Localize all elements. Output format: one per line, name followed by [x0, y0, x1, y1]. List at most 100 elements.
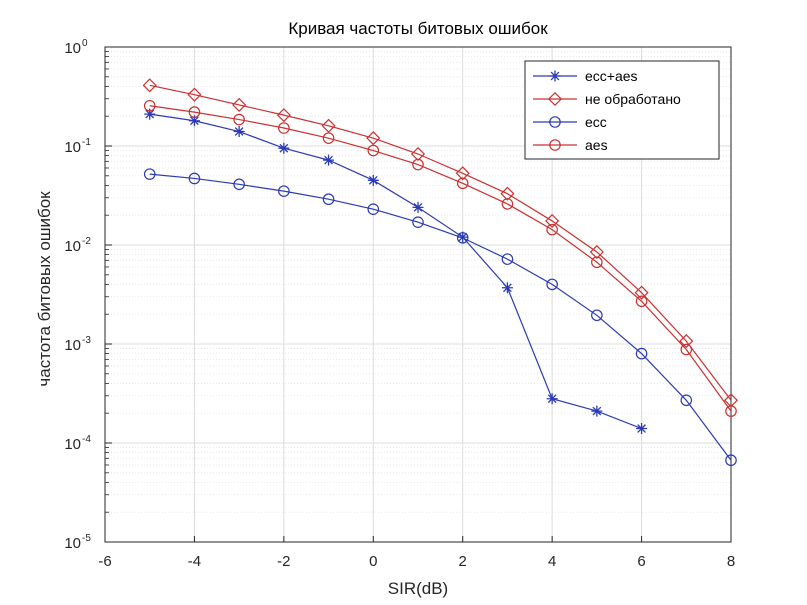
- data-point-circle: [278, 122, 290, 134]
- series-line: [149, 84, 732, 401]
- data-point-circle: [188, 172, 201, 185]
- data-point-circle: [367, 203, 380, 215]
- data-point-diamond: [142, 78, 157, 93]
- y-tick-exponent: -4: [82, 434, 91, 445]
- series-0: [144, 108, 648, 435]
- y-axis-title: частота битовых ошибок: [35, 191, 54, 387]
- data-point-circle: [501, 198, 514, 210]
- data-point-star: [144, 108, 156, 120]
- legend-label: ecc+aes: [585, 68, 638, 84]
- x-axis-title: SIR(dB): [388, 579, 448, 598]
- legend-label: aes: [585, 137, 608, 153]
- legend-label: не обработано: [585, 91, 681, 107]
- plot-frame: [104, 46, 732, 543]
- y-tick-label: 10: [64, 436, 81, 453]
- data-point-circle: [725, 405, 737, 417]
- data-point-circle: [278, 185, 290, 197]
- data-point-circle: [501, 253, 514, 265]
- data-point-diamond: [679, 334, 694, 349]
- minor-grid: [105, 51, 731, 513]
- x-tick-label: 0: [369, 553, 377, 570]
- x-tick-label: 4: [548, 553, 556, 570]
- data-point-circle: [591, 309, 603, 322]
- legend: ecc+aes не обработано ecc aes: [524, 60, 720, 160]
- data-point-circle: [143, 168, 156, 180]
- y-tick-exponent: -5: [82, 533, 91, 544]
- legend-marker-circle: [549, 116, 561, 128]
- data-point-diamond: [500, 186, 515, 201]
- series-line: [149, 105, 732, 412]
- data-point-circle: [725, 454, 737, 467]
- data-point-circle: [233, 178, 245, 191]
- data-point-circle: [322, 193, 335, 206]
- data-point-star: [278, 142, 290, 154]
- y-tick-exponent: -2: [82, 236, 91, 247]
- x-tick-label: 2: [459, 553, 467, 570]
- data-point-star: [457, 231, 469, 243]
- data-point-circle: [188, 106, 201, 118]
- series-layer: [142, 78, 739, 467]
- y-tick-label: 10: [64, 238, 81, 255]
- data-point-circle: [680, 343, 693, 356]
- series-3: [143, 99, 737, 417]
- legend-marker-star: [549, 70, 561, 82]
- x-tick-label: -4: [188, 553, 201, 570]
- y-tick-exponent: -1: [82, 137, 91, 148]
- data-point-diamond: [276, 108, 291, 123]
- data-point-star: [233, 126, 245, 138]
- data-point-circle: [591, 256, 603, 269]
- y-tick-label: 10: [64, 139, 81, 156]
- data-point-diamond: [321, 118, 336, 133]
- x-tick-label: -2: [277, 553, 290, 570]
- y-tick-label: 10: [64, 40, 81, 57]
- data-point-star: [591, 405, 603, 417]
- data-point-circle: [456, 177, 469, 190]
- y-tick-label: 10: [64, 535, 81, 552]
- data-point-star: [636, 423, 648, 435]
- series-line: [149, 113, 642, 430]
- legend-label: ecc: [585, 114, 607, 130]
- data-point-circle: [456, 232, 469, 244]
- data-point-circle: [322, 132, 335, 144]
- x-tick-label: 6: [637, 553, 645, 570]
- data-point-circle: [680, 394, 693, 407]
- data-point-star: [546, 393, 558, 405]
- data-point-star: [188, 115, 200, 127]
- data-point-diamond: [410, 146, 426, 162]
- data-point-diamond: [634, 285, 649, 300]
- legend-marker-circle: [549, 139, 561, 151]
- x-tick-label: 8: [727, 553, 735, 570]
- data-point-circle: [367, 144, 380, 157]
- data-point-circle: [635, 295, 648, 308]
- x-axis: -6 -4 -2 0 2 4 6 8: [98, 536, 735, 570]
- data-point-circle: [412, 158, 424, 171]
- x-tick-label: -6: [98, 553, 111, 570]
- y-tick-label: 10: [64, 337, 81, 354]
- data-point-star: [323, 154, 335, 166]
- data-point-diamond: [589, 244, 604, 260]
- data-point-star: [367, 174, 379, 186]
- legend-box: [524, 60, 720, 160]
- chart-title: Кривая частоты битовых ошибок: [288, 19, 548, 38]
- data-point-circle: [546, 278, 558, 291]
- data-point-circle: [412, 216, 424, 228]
- y-tick-exponent: 0: [82, 38, 88, 49]
- data-point-star: [412, 201, 424, 213]
- data-point-diamond: [232, 97, 247, 112]
- legend-marker-diamond: [547, 91, 563, 107]
- data-point-diamond: [545, 213, 560, 228]
- data-point-diamond: [455, 166, 470, 181]
- series-line: [149, 173, 732, 461]
- series-2: [143, 168, 737, 467]
- data-point-diamond: [366, 131, 381, 146]
- data-point-diamond: [187, 87, 202, 102]
- data-point-star: [501, 282, 513, 294]
- data-point-circle: [546, 223, 558, 236]
- y-tick-exponent: -3: [82, 335, 91, 346]
- data-point-circle: [635, 347, 648, 360]
- data-point-circle: [233, 113, 245, 126]
- series-1: [142, 78, 739, 408]
- data-point-circle: [143, 99, 156, 112]
